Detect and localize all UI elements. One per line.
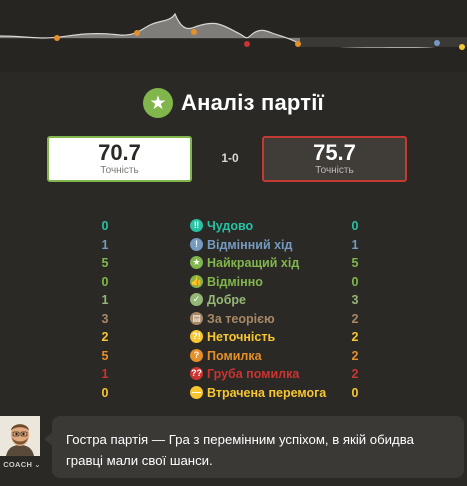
graph-great-move-marker[interactable] [434,40,440,46]
white-count: 0 [101,274,109,289]
classification-row[interactable]: 3 ▤ За теорією 2 [0,310,467,329]
excellent-icon: 👍 [190,274,203,288]
classification-label: Добре [207,293,247,307]
classification-row[interactable]: 0 — Втрачена перемога 0 [0,384,467,403]
brilliant-icon: ‼ [190,219,203,232]
analysis-header: ★ Аналіз партії [0,88,467,118]
speech-bubble-tail [44,432,53,446]
white-accuracy-card: 70.7 Точність [47,136,192,182]
evaluation-graph-svg [0,0,467,72]
coach-avatar[interactable] [0,416,40,456]
graph-inaccuracy-marker[interactable] [459,44,465,50]
black-count: 2 [351,311,359,326]
blunder-icon: ?? [190,367,203,380]
coach-message: Гостра партія — Гра з перемінним успіхом… [66,432,414,468]
white-count: 2 [101,330,109,344]
chevron-down-icon: ⌄ [34,460,41,469]
black-count: 2 [351,367,359,381]
inaccuracy-icon: ?! [190,330,203,343]
black-accuracy-value: 75.7 [313,140,356,165]
white-count: 0 [101,385,109,400]
move-classification-table: 0 ‼ Чудово 0 1! Відмінний хід 1 5 ★ Найкращий хід… [0,217,467,402]
classification-row[interactable]: 0 👍 Відмінно 0 [0,273,467,292]
classification-row[interactable]: 1! Відмінний хід 1 [0,236,467,255]
classification-label: Найкращий хід [207,256,300,270]
black-count: 3 [351,293,359,307]
classification-row[interactable]: 1 ✓ Добре 3 [0,291,467,310]
classification-label: Відмінний хід [207,237,293,252]
graph-mistake-marker[interactable] [134,30,140,36]
evaluation-graph[interactable] [0,0,467,72]
white-count: 5 [101,348,109,363]
classification-label: Втрачена перемога [207,385,327,400]
classification-row[interactable]: 5 ★ Найкращий хід 5 [0,254,467,273]
graph-mistake-marker[interactable] [191,29,197,35]
white-count: 5 [101,256,109,270]
graph-mistake-marker[interactable] [295,41,301,47]
white-accuracy-label: Точність [100,165,139,176]
black-count: 5 [351,256,359,270]
mistake-icon: ? [190,348,203,362]
coach-label: COACH [3,460,33,469]
black-count: 1 [351,237,359,252]
black-count: 2 [351,330,359,344]
classification-label: Помилка [207,348,262,363]
black-count: 0 [351,219,359,233]
classification-row[interactable]: 1?? Груба помилка 2 [0,365,467,384]
white-count: 1 [101,237,109,252]
miss-icon: — [190,385,203,399]
classification-label: Відмінно [207,274,263,289]
coach-menu-toggle[interactable]: COACH ⌄ [0,460,44,469]
classification-row[interactable]: 5? Помилка 2 [0,347,467,366]
classification-label: Груба помилка [207,367,300,381]
graph-blunder-marker[interactable] [244,41,250,47]
white-count: 1 [101,367,109,381]
star-icon: ★ [143,88,174,118]
white-count: 1 [101,293,109,307]
page-title: Аналіз партії [181,90,324,115]
best-move-icon: ★ [190,256,203,269]
great-move-icon: ! [190,237,203,251]
white-count: 3 [101,311,109,326]
black-count: 0 [351,385,359,400]
game-result: 1-0 [221,151,239,165]
white-accuracy-value: 70.7 [98,140,141,165]
black-accuracy-label: Точність [315,165,354,176]
graph-mistake-marker[interactable] [54,35,60,41]
classification-row[interactable]: 0 ‼ Чудово 0 [0,217,467,236]
classification-label: За теорією [207,311,275,326]
classification-label: Неточність [207,330,276,344]
coach-message-bubble: Гостра партія — Гра з перемінним успіхом… [52,416,464,478]
black-count: 0 [351,274,359,289]
classification-row[interactable]: 2?! Неточність 2 [0,328,467,347]
black-count: 2 [351,348,359,363]
black-accuracy-card: 75.7 Точність [262,136,407,182]
white-count: 0 [101,219,109,233]
book-icon: ▤ [190,311,203,325]
coach-face-icon [0,416,40,456]
good-icon: ✓ [190,293,203,306]
classification-label: Чудово [207,219,254,233]
